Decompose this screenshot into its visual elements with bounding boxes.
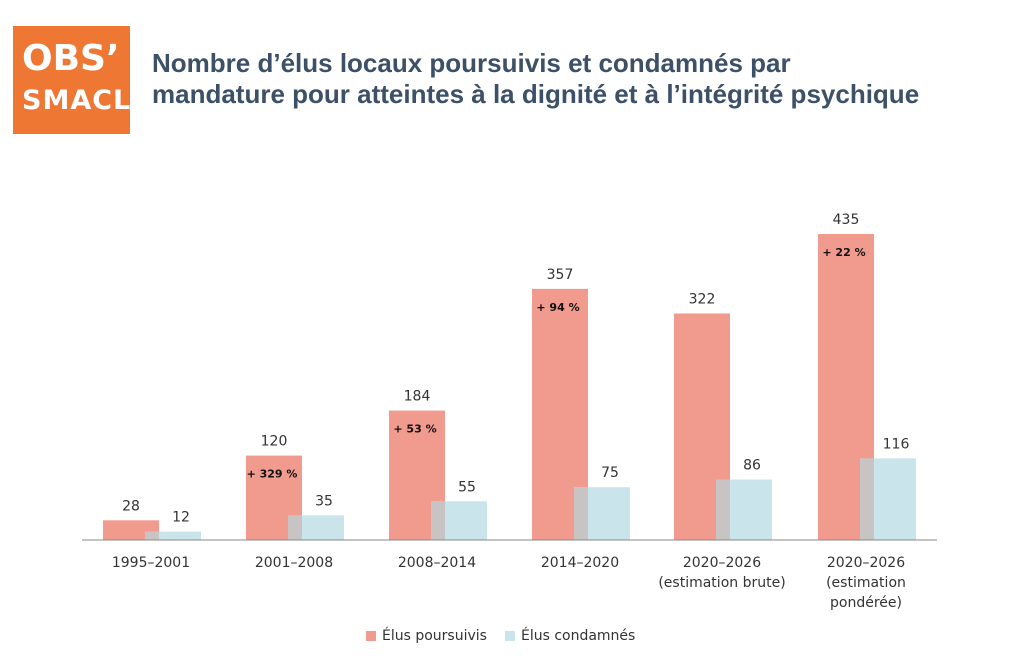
value-label-poursuivis: 28 (122, 498, 140, 514)
bar-condamnes (145, 531, 201, 540)
logo-line-2: SMACL (22, 85, 132, 116)
category-label: 2020–2026 (827, 555, 905, 571)
bar-overlap (574, 487, 588, 540)
growth-label: + 329 % (247, 468, 298, 481)
value-label-condamnes: 55 (458, 479, 476, 495)
category-label: (estimation (826, 575, 906, 591)
value-label-poursuivis: 184 (404, 389, 431, 405)
value-label-poursuivis: 120 (261, 434, 288, 450)
chart-legend: Élus poursuivis Élus condamnés (366, 628, 653, 644)
legend-swatch-poursuivis (366, 631, 376, 641)
category-label: 2020–2026 (683, 555, 761, 571)
bar-overlap (860, 458, 874, 540)
value-label-poursuivis: 322 (689, 291, 716, 307)
bar-overlap (145, 531, 159, 540)
category-label: 2014–2020 (541, 555, 619, 571)
legend-label-condamnes: Élus condamnés (520, 628, 636, 644)
growth-label: + 53 % (393, 423, 436, 436)
chart-title-line-2: mandature pour atteintes à la dignité et… (152, 79, 920, 109)
growth-label: + 22 % (822, 246, 865, 259)
category-label: 2001–2008 (255, 555, 333, 571)
value-label-condamnes: 86 (743, 458, 761, 474)
logo-line-1: OBS’ (22, 38, 120, 79)
growth-label: + 94 % (536, 301, 579, 314)
category-label: 1995–2001 (112, 555, 190, 571)
value-label-condamnes: 75 (601, 465, 619, 481)
legend-item-poursuivis: Élus poursuivis (366, 628, 487, 644)
bar-overlap (288, 515, 302, 540)
category-label: (estimation brute) (658, 575, 785, 591)
value-label-condamnes: 35 (315, 493, 333, 509)
bar-overlap (716, 479, 730, 540)
legend-item-condamnes: Élus condamnés (504, 628, 636, 644)
value-label-poursuivis: 357 (547, 267, 574, 283)
chart-title-line-1: Nombre d’élus locaux poursuivis et conda… (152, 48, 791, 78)
bar-overlap (431, 501, 445, 540)
chart-title: Nombre d’élus locaux poursuivis et conda… (152, 48, 1012, 110)
value-label-condamnes: 12 (172, 510, 190, 526)
obs-smacl-logo: OBS’ SMACL (13, 26, 130, 134)
category-label: pondérée) (830, 595, 902, 611)
category-label: 2008–2014 (398, 555, 476, 571)
value-label-condamnes: 116 (883, 436, 910, 452)
legend-swatch-condamnes (504, 631, 515, 641)
value-label-poursuivis: 435 (833, 212, 860, 228)
legend-label-poursuivis: Élus poursuivis (382, 628, 487, 644)
